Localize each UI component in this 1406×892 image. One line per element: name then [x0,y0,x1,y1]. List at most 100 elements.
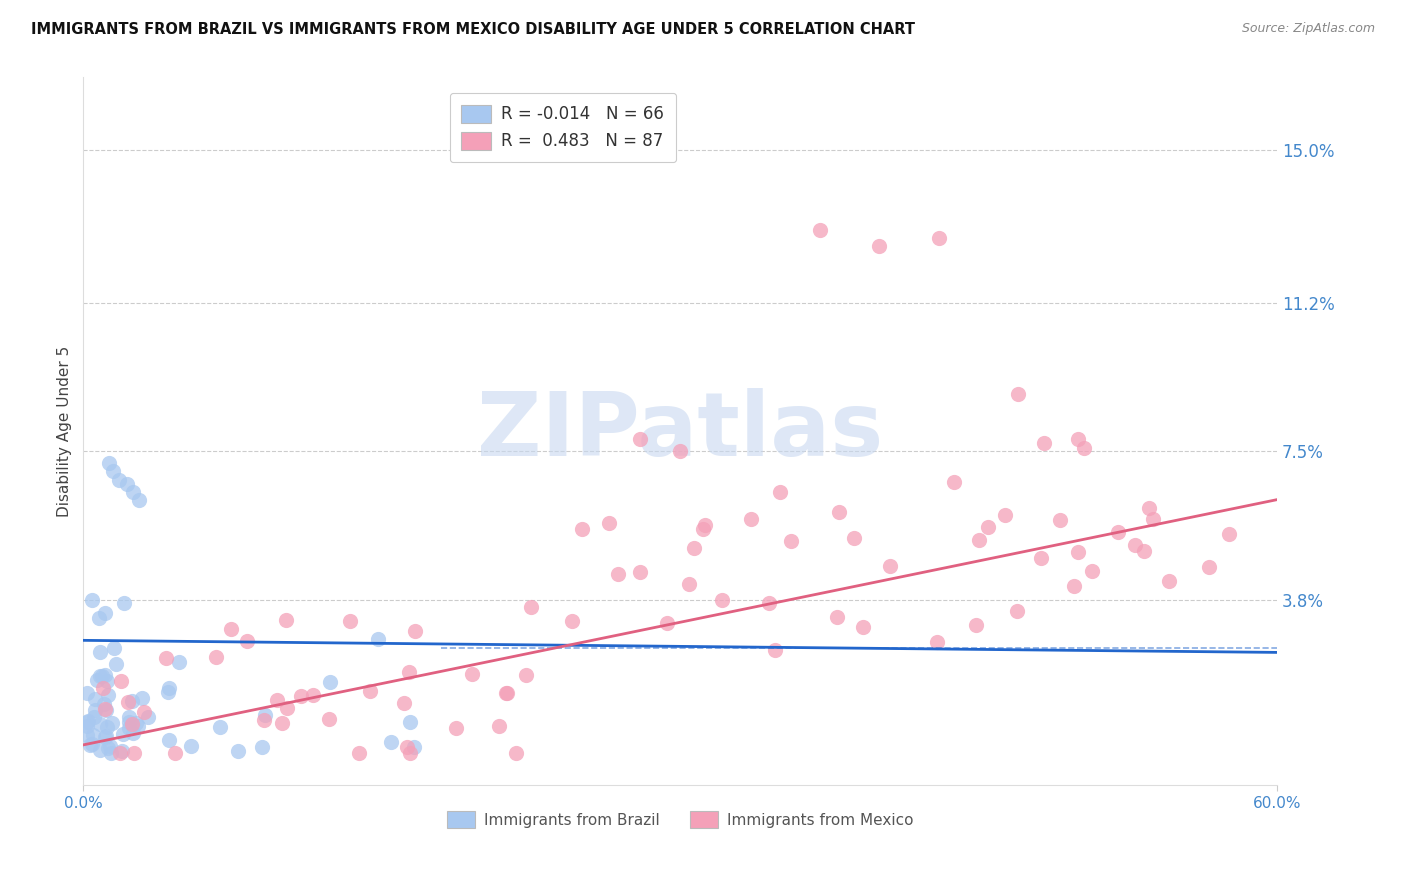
Point [266,693,288,707]
Point [91,669,114,683]
Point [100,746,122,760]
Point [79,738,101,752]
Point [118,721,141,735]
Point [561,615,583,629]
Point [91,681,114,696]
Point [157,733,180,747]
Point [404,624,426,638]
Point [118,710,141,724]
Point [167,655,190,669]
Point [118,714,141,729]
Point [520,599,543,614]
Point [1107,524,1129,539]
Point [1137,501,1160,516]
Point [1007,387,1029,401]
Point [828,505,851,519]
Point [157,681,180,695]
Point [226,744,249,758]
Point [965,618,987,632]
Point [93,698,115,712]
Point [695,518,717,533]
Point [461,666,484,681]
Point [852,620,875,634]
Point [319,675,342,690]
Point [1029,550,1052,565]
Point [204,650,226,665]
Point [879,559,901,574]
Point [163,746,186,760]
Legend: Immigrants from Brazil, Immigrants from Mexico: Immigrants from Brazil, Immigrants from … [441,805,920,834]
Point [83,691,105,706]
Point [80,593,103,607]
Point [515,668,537,682]
Point [628,565,651,579]
Point [122,746,145,760]
Point [682,541,704,555]
Point [318,712,340,726]
Point [127,719,149,733]
Point [125,716,148,731]
Point [763,643,786,657]
Point [495,686,517,700]
Point [779,534,801,549]
Point [399,746,422,760]
Point [380,735,402,749]
Point [769,484,792,499]
Point [270,715,292,730]
Point [97,741,120,756]
Point [276,701,298,715]
Point [82,728,104,742]
Point [925,635,948,649]
Point [1142,512,1164,526]
Point [157,685,180,699]
Point [112,596,135,610]
Point [77,714,100,728]
Point [121,717,143,731]
Point [76,719,98,733]
Point [628,432,651,446]
Point [100,715,122,730]
Point [89,645,111,659]
Point [1123,538,1146,552]
Point [103,640,125,655]
Point [711,592,734,607]
Point [842,531,865,545]
Point [367,632,389,646]
Point [128,492,150,507]
Point [740,512,762,526]
Point [1218,526,1240,541]
Point [122,725,145,739]
Point [505,746,527,760]
Point [250,740,273,755]
Y-axis label: Disability Age Under 5: Disability Age Under 5 [58,345,72,516]
Point [496,686,519,700]
Point [928,231,950,245]
Point [1073,441,1095,455]
Point [1007,604,1029,618]
Point [89,669,111,683]
Point [488,719,510,733]
Point [219,622,242,636]
Point [825,610,848,624]
Point [1080,564,1102,578]
Point [94,731,117,745]
Point [359,683,381,698]
Point [138,710,160,724]
Point [339,614,361,628]
Point [208,720,231,734]
Point [94,668,117,682]
Point [942,475,965,490]
Point [87,611,110,625]
Point [108,746,131,760]
Point [1067,432,1090,446]
Point [1159,574,1181,588]
Point [967,533,990,547]
Point [180,739,202,753]
Point [111,727,134,741]
Point [94,606,117,620]
Point [678,577,700,591]
Point [868,239,890,253]
Point [131,690,153,705]
Point [758,596,780,610]
Point [121,694,143,708]
